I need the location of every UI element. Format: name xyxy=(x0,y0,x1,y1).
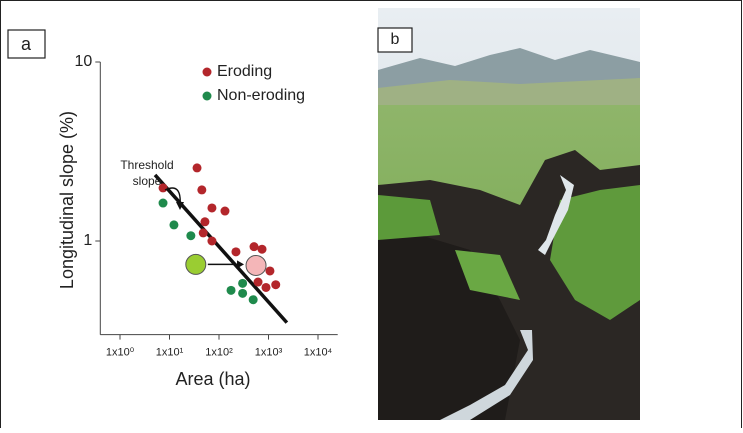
highlight-point xyxy=(246,255,266,275)
photo xyxy=(378,8,640,420)
data-point xyxy=(265,266,274,275)
panel-label: a xyxy=(21,34,32,54)
data-point xyxy=(238,279,247,288)
data-point xyxy=(200,217,209,226)
legend-marker xyxy=(203,68,212,77)
legend-marker xyxy=(203,92,212,101)
data-point xyxy=(169,220,178,229)
data-point xyxy=(193,163,202,172)
annotation: Threshold xyxy=(120,158,173,172)
annotation: slope xyxy=(133,174,162,188)
y-tick-label: 10 xyxy=(75,53,93,70)
x-tick-label: 1x10¹ xyxy=(156,347,184,359)
data-point xyxy=(250,242,259,251)
panel-label: b xyxy=(391,31,400,48)
threshold-line xyxy=(155,175,287,323)
y-tick-label: 1 xyxy=(83,232,92,249)
data-point xyxy=(199,228,208,237)
legend-label: Eroding xyxy=(217,63,272,80)
data-point xyxy=(261,283,270,292)
y-axis-label: Longitudinal slope (%) xyxy=(57,111,77,289)
data-point xyxy=(186,231,195,240)
data-point xyxy=(197,185,206,194)
data-point xyxy=(159,199,168,208)
x-tick-label: 1x10⁴ xyxy=(304,347,333,359)
highlight-point xyxy=(186,254,206,274)
figure: a b Area (ha) Longitudinal slope (%) 1 10… xyxy=(0,0,743,428)
x-tick-label: 1x10² xyxy=(205,347,233,359)
data-point xyxy=(220,207,229,216)
data-point xyxy=(231,247,240,256)
data-point xyxy=(227,286,236,295)
data-point xyxy=(207,203,216,212)
data-point xyxy=(254,278,263,287)
data-point xyxy=(258,245,267,254)
x-axis-label: Area (ha) xyxy=(175,369,250,389)
data-point xyxy=(207,237,216,246)
x-tick-label: 1x10³ xyxy=(255,347,283,359)
x-tick-label: 1x10⁰ xyxy=(106,347,135,359)
data-point xyxy=(271,280,280,289)
data-point xyxy=(238,289,247,298)
data-point xyxy=(249,295,258,304)
legend-label: Non-eroding xyxy=(217,87,305,104)
arrow-head xyxy=(237,260,244,268)
